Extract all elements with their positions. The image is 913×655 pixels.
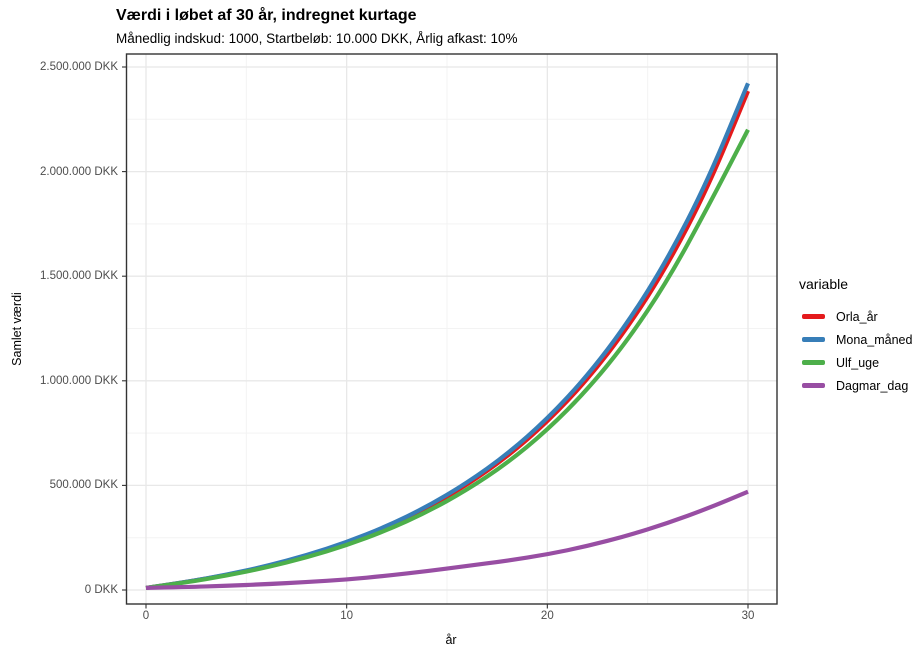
legend-item-label: Mona_måned	[836, 332, 913, 347]
x-tick-label: 30	[741, 610, 755, 622]
legend-item-label: Dagmar_dag	[836, 378, 909, 393]
series-line-2	[145, 128, 750, 590]
x-axis-title: år	[445, 633, 457, 647]
chart-title: Værdi i løbet af 30 år, indregnet kurtag…	[116, 7, 417, 24]
series-line-3	[145, 489, 749, 591]
legend: variable Orla_år Mona_måned Ulf_uge Dagmar_…	[799, 276, 913, 397]
x-tick-label: 20	[540, 610, 554, 622]
legend-item: Orla_år	[799, 305, 911, 328]
legend-swatch	[802, 337, 825, 342]
legend-item: Dagmar_dag	[799, 374, 911, 397]
y-tick-label: 2.500.000 DKK	[39, 61, 118, 73]
legend-title: variable	[799, 276, 849, 292]
legend-swatch	[802, 383, 825, 388]
legend-swatch	[802, 314, 825, 319]
panel-border	[125, 53, 778, 605]
legend-item-label: Ulf_uge	[836, 355, 880, 370]
y-tick-label: 2.000.000 DKK	[39, 165, 118, 178]
y-axis-title: Samlet værdi	[10, 292, 24, 366]
legend-swatch	[802, 360, 825, 365]
chart-subtitle: Månedlig indskud: 1000, Startbeløb: 10.0…	[116, 31, 518, 46]
x-tick-label: 10	[340, 610, 354, 622]
legend-item: Ulf_uge	[799, 351, 911, 374]
y-tick-label: 500.000 DKK	[49, 479, 118, 492]
legend-item-label: Orla_år	[836, 309, 878, 324]
legend-items: Orla_år Mona_måned Ulf_uge Dagmar_dag	[799, 305, 913, 397]
legend-item: Mona_måned	[799, 328, 913, 351]
y-tick-label: 0 DKK	[84, 584, 118, 596]
y-tick-label: 1.500.000 DKK	[39, 270, 118, 283]
x-tick-label: 0	[142, 610, 150, 622]
y-tick-label: 1.000.000 DKK	[39, 374, 118, 387]
